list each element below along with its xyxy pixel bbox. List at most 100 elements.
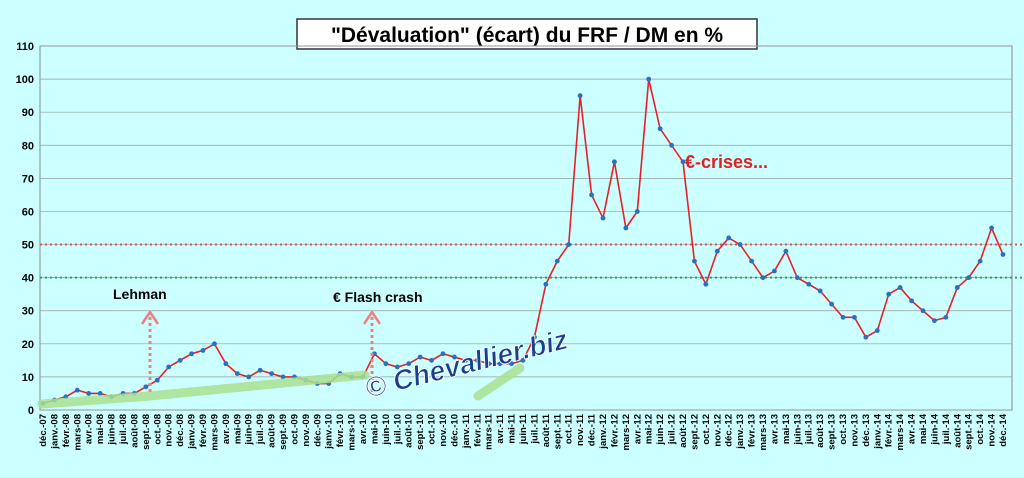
x-tick-label: mai-08: [95, 414, 106, 444]
data-point: [886, 291, 892, 297]
trend-shape: [37, 370, 370, 409]
x-tick-label: sept.-08: [141, 414, 152, 450]
x-tick-label: mars-08: [72, 414, 83, 450]
data-point: [554, 258, 560, 264]
x-tick-label: janv.-09: [187, 414, 198, 450]
data-point: [200, 348, 206, 353]
x-tick-label: févr.-09: [198, 414, 209, 447]
data-point: [429, 357, 434, 363]
data-point: [463, 357, 469, 363]
plot-area: 0 10 20 30 40 50 60 70 80 90 100 110 déc.-07 janv.-08…: [16, 41, 1024, 450]
x-tick-label: juin-13: [792, 414, 803, 446]
data-point: [589, 192, 594, 198]
data-point: [234, 371, 240, 376]
x-tick-label: août-14: [952, 413, 963, 448]
x-tick-label: sept.-13: [827, 414, 838, 450]
x-tick-label: févr.-13: [747, 414, 758, 447]
x-tick-label: déc.-07: [38, 414, 49, 447]
x-tick-label: oct.-10: [427, 414, 438, 445]
x-tick-label: juin-08: [107, 414, 118, 446]
data-point: [817, 288, 823, 294]
x-tick-label: juin-14: [929, 413, 940, 445]
x-tick-label: nov.-14: [987, 413, 998, 446]
data-point: [943, 314, 949, 320]
trend-shape: [473, 363, 525, 401]
data-point: [783, 248, 789, 254]
data-point: [394, 364, 400, 370]
data-point: [509, 361, 514, 367]
x-tick-label: août-11: [541, 413, 552, 447]
data-point: [97, 391, 103, 396]
y-tick-label: 110: [16, 41, 34, 53]
x-tick-label: nov.-11: [575, 413, 586, 446]
arrow-head: [362, 309, 382, 325]
x-tick-label: nov.-12: [712, 414, 723, 447]
data-point: [612, 159, 617, 165]
data-point: [246, 374, 252, 380]
data-point: [840, 314, 846, 320]
x-tick-label: avr.-08: [84, 414, 95, 444]
x-tick-label: juil.-08: [118, 414, 129, 445]
x-tick-label: avr.-09: [221, 414, 232, 444]
data-point: [486, 361, 492, 367]
data-point: [646, 76, 652, 82]
data-point: [223, 361, 229, 367]
data-point: [874, 328, 880, 333]
x-tick-label: avr.-11: [495, 413, 506, 443]
x-tick-label: juil.-09: [255, 414, 266, 445]
x-tick-label: sept.-09: [278, 414, 289, 450]
x-tick-label: juin-09: [244, 414, 255, 446]
data-point: [703, 281, 709, 287]
x-tick-label: déc.-10: [449, 414, 460, 447]
y-tick-label: 60: [22, 206, 34, 218]
x-tick-label: avr.-10: [358, 414, 369, 444]
x-tick-label: déc.-14: [998, 413, 1009, 446]
data-point: [577, 93, 583, 99]
data-point: [680, 159, 686, 165]
x-tick-label: janv.-11: [461, 413, 472, 449]
x-tick-label: févr.-12: [609, 414, 620, 447]
x-tick-label: nov.-13: [849, 414, 860, 447]
data-point: [692, 258, 697, 264]
data-point: [497, 361, 503, 367]
x-tick-label: mars-13: [758, 414, 769, 450]
annotation: Lehman: [113, 286, 167, 302]
data-point: [863, 334, 869, 340]
x-tick-label: avr.-13: [769, 414, 780, 444]
data-point: [440, 351, 446, 357]
x-tick-label: oct.-14: [975, 413, 986, 444]
y-tick-label: 0: [28, 405, 34, 417]
x-tick-label: mai-11: [507, 413, 518, 443]
data-point: [726, 235, 732, 241]
x-tick-label: mars-09: [209, 414, 220, 450]
x-tick-label: août-12: [678, 414, 689, 448]
data-point: [634, 209, 640, 214]
x-tick-label: mars-14: [895, 413, 906, 450]
data-point: [154, 377, 160, 383]
data-point: [794, 275, 800, 281]
x-tick-label: mai-13: [781, 414, 792, 444]
annotation: €-crises...: [685, 152, 768, 172]
x-tick-label: févr.-11: [472, 413, 483, 446]
data-point: [897, 285, 903, 290]
x-tick-label: juil.-12: [667, 414, 678, 445]
x-tick-label: déc.-11: [587, 413, 598, 446]
data-point: [280, 374, 286, 380]
y-tick-label: 80: [22, 140, 34, 152]
data-point: [714, 248, 720, 254]
x-tick-label: déc.-09: [312, 414, 323, 447]
x-tick-label: mars-12: [621, 414, 632, 450]
data-point: [257, 367, 263, 373]
x-tick-label: nov.-10: [438, 414, 449, 447]
data-point: [417, 354, 423, 360]
x-tick-label: janv.-13: [735, 414, 746, 450]
x-tick-label: juil.-11: [529, 413, 540, 444]
data-point: [760, 275, 766, 281]
y-tick-label: 40: [22, 273, 34, 285]
x-tick-label: oct.-11: [564, 413, 575, 444]
x-tick-label: janv.-08: [49, 414, 60, 450]
x-tick-label: janv.-10: [324, 414, 335, 450]
y-tick-label: 10: [22, 372, 34, 384]
